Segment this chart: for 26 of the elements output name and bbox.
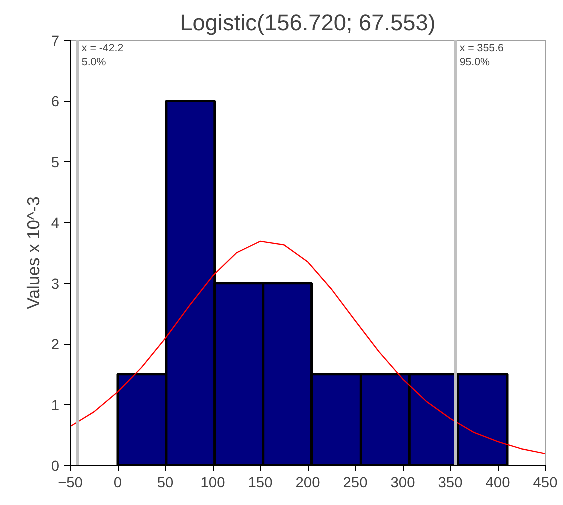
- y-tick-label: 1: [51, 398, 60, 414]
- y-tick-label: 0: [51, 459, 60, 475]
- y-axis-title: Values x 10^-3: [23, 196, 44, 310]
- x-tick-label: −50: [58, 476, 83, 492]
- x-tick-label: 50: [157, 476, 174, 492]
- annotation: 5.0%: [82, 56, 107, 68]
- x-tick-label: 300: [390, 476, 416, 492]
- y-tick-label: 5: [51, 155, 60, 172]
- line-series: [70, 240, 546, 455]
- x-tick-label: 200: [296, 476, 320, 492]
- x-tick-label: 100: [200, 476, 226, 492]
- annotation: 95.0%: [460, 56, 491, 68]
- x-tick-label: 250: [343, 476, 368, 492]
- ref-line-label: x = -42.2: [82, 42, 124, 54]
- y-tick-label: 6: [51, 94, 60, 111]
- y-tick-label: 7: [51, 34, 60, 50]
- x-tick-label: 350: [438, 476, 463, 492]
- y-tick-label: 3: [51, 276, 60, 293]
- y-tick-label: 4: [51, 216, 60, 232]
- chart-title: Logistic(156.720; 67.553): [180, 10, 436, 36]
- x-tick-label: 400: [486, 476, 510, 492]
- x-tick-label: 450: [533, 476, 558, 492]
- x-tick-label: 0: [114, 476, 122, 492]
- ref-line-label: x = 355.6: [460, 42, 504, 54]
- y-tick-label: 2: [51, 338, 60, 354]
- x-tick-label: 150: [248, 476, 273, 492]
